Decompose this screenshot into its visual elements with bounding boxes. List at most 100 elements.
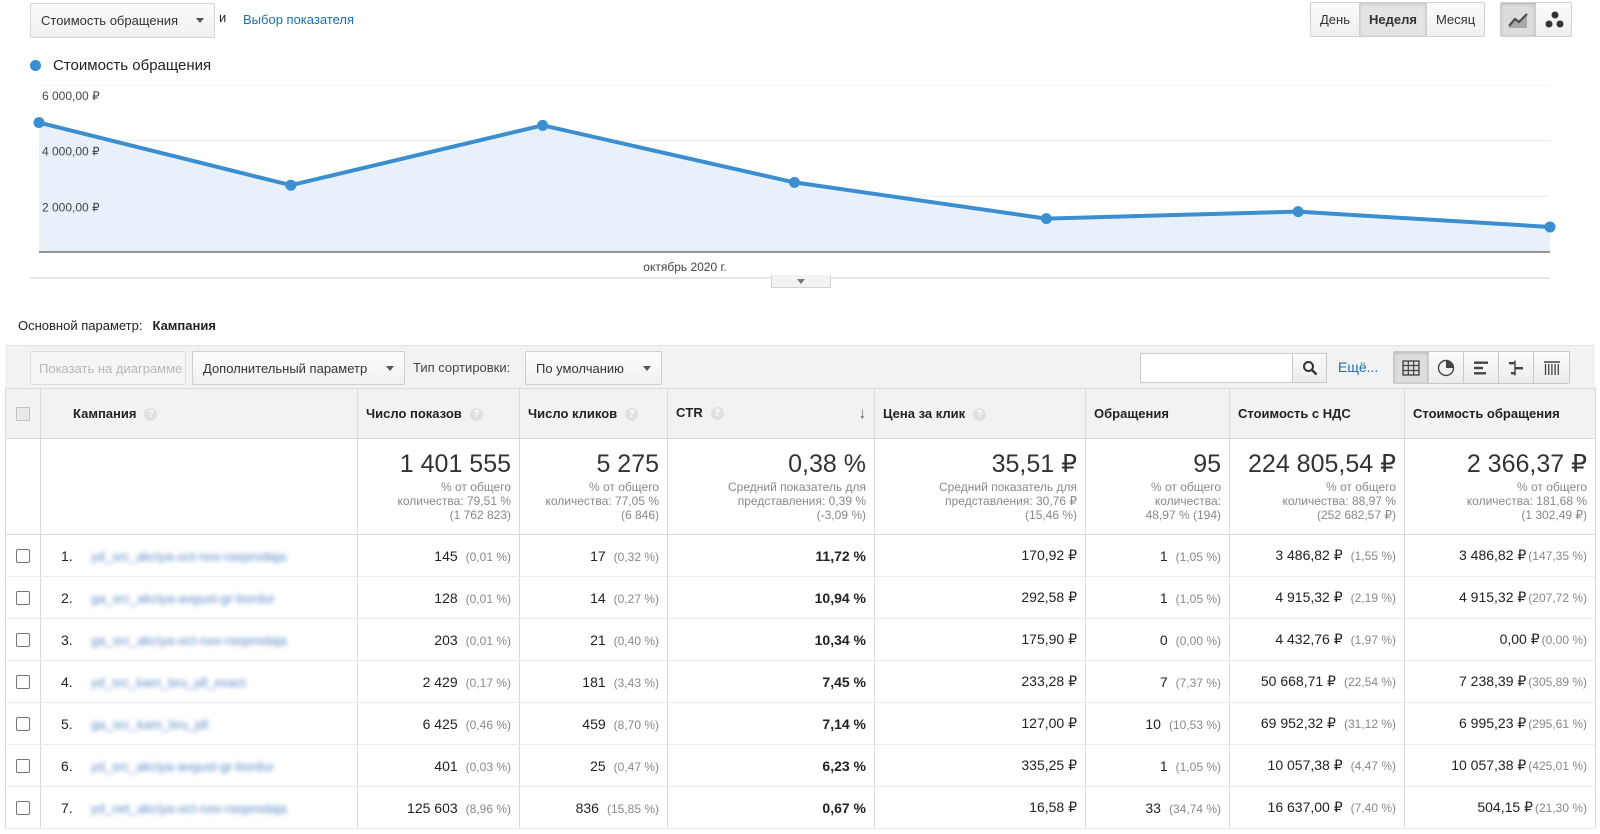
row-checkbox[interactable]: [16, 632, 30, 647]
row-clicks: 836 (15,85 %): [519, 786, 668, 829]
row-number: 6.: [61, 757, 73, 774]
row-campaign-cell: 4. yd_src_kam_bru_pll_exact: [40, 660, 358, 703]
help-icon[interactable]: ?: [625, 408, 639, 422]
row-conversions: 1 (1,05 %): [1085, 534, 1230, 577]
cost-vat-value: 69 952,32 ₽: [1260, 715, 1336, 731]
advanced-filter-link[interactable]: Ещё...: [1338, 359, 1379, 375]
header-conversions-label: Обращения: [1094, 406, 1169, 421]
period-toggle: День Неделя Месяц: [1310, 2, 1486, 37]
choose-metric-link[interactable]: Выбор показателя: [243, 12, 354, 27]
pivot-view-button[interactable]: [1534, 352, 1569, 383]
cost-per-conv-percent: (305,89 %): [1528, 675, 1587, 689]
impressions-value: 203: [434, 631, 458, 648]
table-row: 1. yd_src_akciya-oct-nov-rasprodaja 145 (0,…: [5, 534, 1596, 577]
metric-selector[interactable]: Стоимость обращения: [30, 3, 215, 38]
row-clicks: 25 (0,47 %): [519, 744, 668, 787]
totals-note: Средний показатель для представления: 30,…: [939, 480, 1077, 522]
row-checkbox[interactable]: [16, 800, 30, 815]
scatter-chart-icon: [1545, 11, 1563, 27]
table-view-icon: [1402, 359, 1420, 376]
header-cost-per-conv[interactable]: Стоимость обращения: [1404, 388, 1596, 439]
campaign-link[interactable]: yd_src_akciya-avgust-gr-bordur: [91, 758, 274, 774]
cost-per-conv-value: 3 486,82 ₽: [1459, 547, 1527, 563]
header-cpc[interactable]: Цена за клик?: [874, 388, 1086, 439]
table-search-input[interactable]: [1140, 353, 1293, 383]
header-impressions-label: Число показов: [366, 405, 462, 421]
header-conversions[interactable]: Обращения: [1085, 388, 1230, 439]
help-icon[interactable]: ?: [144, 408, 158, 422]
performance-view-button[interactable]: [1464, 352, 1499, 383]
clicks-value: 181: [582, 673, 606, 690]
help-icon[interactable]: ?: [973, 408, 987, 422]
search-button[interactable]: [1292, 353, 1327, 383]
cost-per-conv-value: 6 995,23 ₽: [1459, 715, 1527, 731]
totals-value: 2 366,37 ₽: [1466, 450, 1587, 478]
header-cost-vat[interactable]: Стоимость с НДС: [1229, 388, 1405, 439]
cost-vat-percent: (4,47 %): [1350, 759, 1396, 773]
search-icon: [1302, 361, 1317, 376]
select-all-checkbox[interactable]: [16, 406, 30, 421]
header-impressions[interactable]: Число показов?: [357, 388, 520, 439]
cost-vat-percent: (2,19 %): [1350, 591, 1396, 605]
row-number: 2.: [61, 589, 73, 606]
sort-type-select[interactable]: По умолчанию: [525, 351, 662, 385]
campaign-link[interactable]: ga_src_kam_bru_pll: [91, 716, 209, 732]
primary-dimension: Основной параметр: Кампания: [18, 318, 216, 333]
impressions-value: 2 429: [422, 673, 458, 690]
cost-vat-percent: (1,55 %): [1350, 549, 1396, 563]
pie-view-button[interactable]: [1429, 352, 1464, 383]
plot-rows-button[interactable]: Показать на диаграмме: [30, 351, 186, 385]
row-ctr: 10,34 %: [667, 618, 875, 661]
period-week-button[interactable]: Неделя: [1360, 3, 1427, 36]
row-campaign-cell: 1. yd_src_akciya-oct-nov-rasprodaja: [40, 534, 358, 577]
line-chart-button[interactable]: [1501, 3, 1536, 36]
performance-view-icon: [1474, 361, 1488, 374]
comparison-view-icon: [1509, 360, 1523, 375]
line-chart: 6 000,00 ₽ 4 000,00 ₽ 2 000,00 ₽ октябрь 20…: [30, 85, 1556, 279]
chart-collapse-toggle[interactable]: [771, 275, 831, 288]
clicks-value: 17: [590, 547, 606, 564]
row-cpc: 233,28 ₽: [874, 660, 1086, 703]
y-tick-label: 2 000,00 ₽: [42, 200, 100, 214]
campaign-link[interactable]: yd_net_akciya-oct-nov-rasprodaja: [91, 800, 287, 816]
clicks-percent: (0,47 %): [613, 759, 659, 774]
clicks-value: 14: [590, 589, 606, 606]
row-clicks: 17 (0,32 %): [519, 534, 668, 577]
pie-view-icon: [1437, 359, 1455, 376]
help-icon[interactable]: ?: [710, 407, 724, 421]
campaign-link[interactable]: yd_src_kam_bru_pll_exact: [91, 674, 246, 690]
cost-vat-value: 4 432,76 ₽: [1275, 631, 1343, 647]
secondary-dimension-select[interactable]: Дополнительный параметр: [192, 351, 405, 385]
impressions-percent: (0,03 %): [465, 759, 511, 774]
data-point: [1544, 221, 1556, 233]
campaign-link[interactable]: ga_src_akciya-oct-nov-rasprodaja: [91, 632, 287, 648]
help-icon[interactable]: ?: [469, 408, 483, 422]
conversions-percent: (7,37 %): [1175, 675, 1221, 690]
primary-dimension-value[interactable]: Кампания: [152, 318, 216, 333]
row-checkbox[interactable]: [16, 716, 30, 731]
period-day-button[interactable]: День: [1311, 3, 1360, 36]
row-checkbox[interactable]: [16, 590, 30, 605]
cost-per-conv-percent: (295,61 %): [1528, 717, 1587, 731]
period-month-button[interactable]: Месяц: [1426, 3, 1485, 36]
cost-per-conv-value: 10 057,38 ₽: [1451, 757, 1527, 773]
totals-note: % от общего количества: 77,05 % (6 846): [545, 480, 659, 522]
cost-per-conv-value: 0,00 ₽: [1499, 631, 1540, 647]
header-ctr[interactable]: CTR? ↓: [667, 388, 875, 439]
conversions-value: 33: [1145, 799, 1161, 816]
row-conversions: 1 (1,05 %): [1085, 744, 1230, 787]
campaign-link[interactable]: ga_src_akciya-avgust-gr-bordur: [91, 590, 275, 606]
clicks-value: 836: [575, 799, 599, 816]
comparison-view-button[interactable]: [1499, 352, 1534, 383]
row-check-cell: [5, 660, 41, 703]
header-campaign[interactable]: Кампания?: [40, 388, 358, 439]
header-clicks[interactable]: Число кликов?: [519, 388, 668, 439]
table-view-button[interactable]: [1394, 352, 1429, 383]
table-view-toggle: [1393, 351, 1570, 384]
campaign-link[interactable]: yd_src_akciya-oct-nov-rasprodaja: [91, 548, 287, 564]
header-select-all[interactable]: [5, 388, 41, 439]
scatter-chart-button[interactable]: [1536, 3, 1571, 36]
row-checkbox[interactable]: [16, 548, 30, 563]
row-checkbox[interactable]: [16, 674, 30, 689]
row-checkbox[interactable]: [16, 758, 30, 773]
